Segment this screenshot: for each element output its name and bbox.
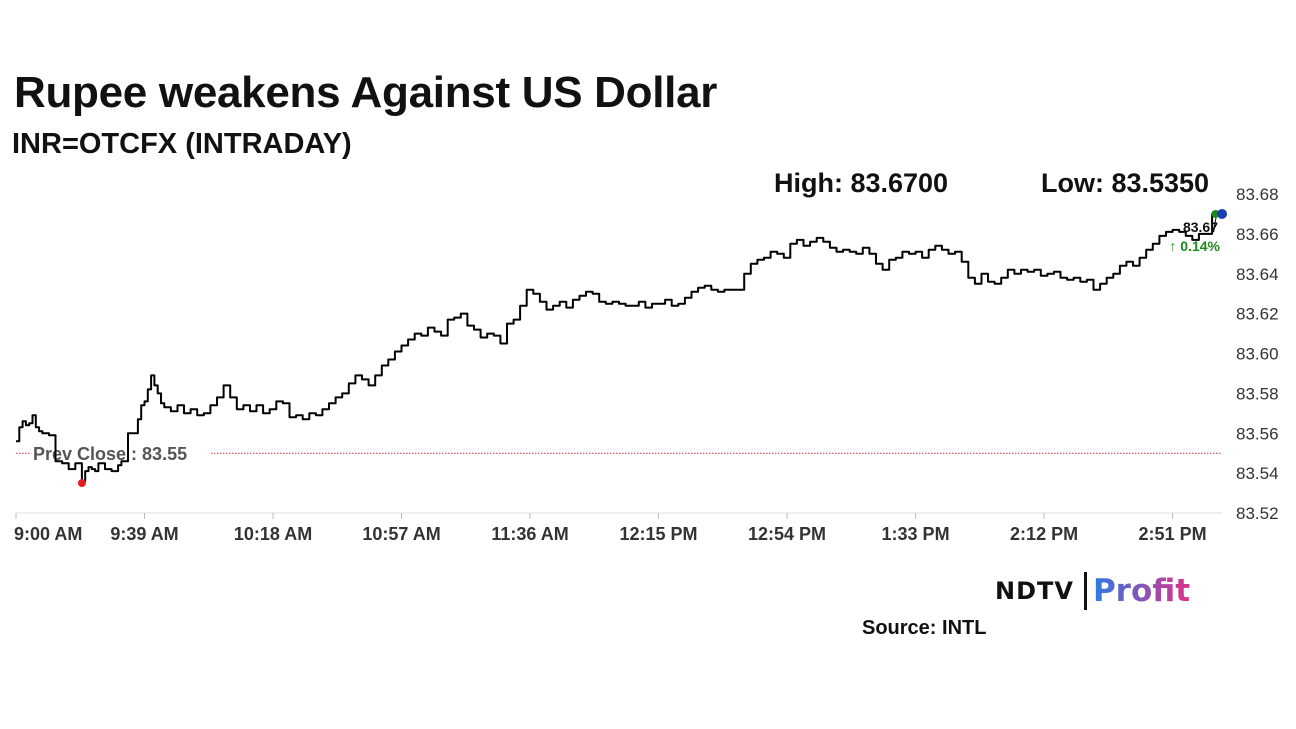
y-tick-label: 83.62 <box>1236 305 1279 324</box>
last-price-marker <box>1217 208 1227 219</box>
logo-profit-text: Profit <box>1092 573 1191 609</box>
prev-close-label-bg <box>30 441 210 464</box>
x-tick-label: 1:33 PM <box>882 524 950 544</box>
x-tick-label: 9:39 AM <box>110 524 178 544</box>
y-tick-label: 83.52 <box>1236 504 1279 523</box>
y-tick-label: 83.58 <box>1236 384 1279 403</box>
y-axis: 83.68 83.66 83.64 83.62 83.60 83.58 83.56 83.54… <box>1236 185 1279 523</box>
ndtv-profit-logo: NDTV Profit <box>995 572 1190 610</box>
day-low-marker <box>77 479 86 488</box>
last-value-connector <box>1213 217 1217 229</box>
y-tick-label: 83.54 <box>1236 464 1279 483</box>
prev-close-label: Prev Close : 83.55 <box>33 444 187 464</box>
source-note: Source: INTL <box>862 617 987 639</box>
y-tick-label: 83.64 <box>1236 265 1279 284</box>
y-tick-label: 83.66 <box>1236 225 1279 244</box>
x-tick-label: 10:57 AM <box>362 524 440 544</box>
x-tick-label: 2:12 PM <box>1010 524 1078 544</box>
logo-ndtv-text: NDTV <box>995 577 1074 605</box>
x-tick-label: 11:36 AM <box>491 524 568 544</box>
high-value-label: High: 83.6700 <box>774 168 949 198</box>
x-tick-label: 12:54 PM <box>748 524 826 544</box>
last-value-label: 83.67 <box>1183 219 1218 235</box>
x-tick-label: 9:00 AM <box>14 524 82 544</box>
chart-subtitle: INR=OTCFX (INTRADAY) <box>12 128 352 160</box>
day-high-marker <box>1211 209 1220 218</box>
x-axis: 9:00 AM 9:39 AM 10:18 AM 10:57 AM 11:36 AM 12… <box>14 512 1222 544</box>
logo-divider <box>1083 572 1087 610</box>
x-tick-label: 10:18 AM <box>234 524 312 544</box>
x-tick-label: 12:15 PM <box>620 524 698 544</box>
low-value-label: Low: 83.5350 <box>1041 168 1210 198</box>
change-percent-label: ↑ 0.14% <box>1169 238 1220 254</box>
y-tick-label: 83.68 <box>1236 185 1279 204</box>
price-series-line <box>16 212 1222 483</box>
y-tick-label: 83.56 <box>1236 424 1279 443</box>
chart-title: Rupee weakens Against US Dollar <box>14 68 718 117</box>
y-tick-label: 83.60 <box>1236 345 1279 364</box>
x-tick-label: 2:51 PM <box>1139 524 1207 544</box>
